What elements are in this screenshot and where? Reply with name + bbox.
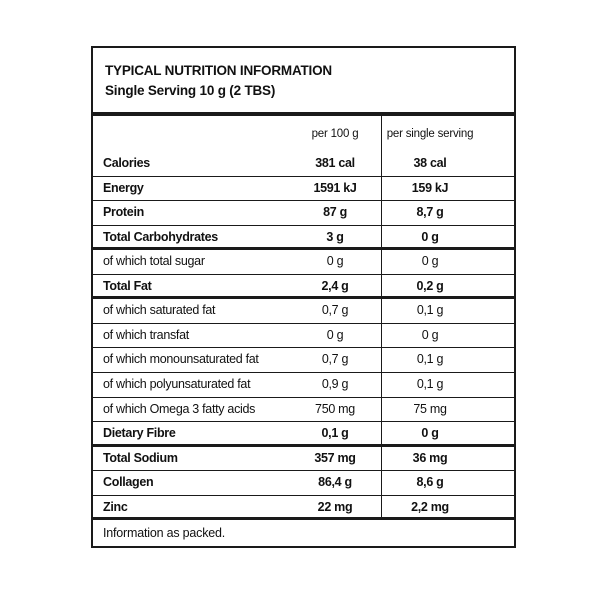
- value-per-100g: 0 g: [326, 327, 344, 342]
- value-per-serving: 38 cal: [413, 156, 447, 170]
- table-row: of which transfat 0 g 0 g: [93, 324, 514, 349]
- row-label: of which Omega 3 fatty acids: [103, 401, 256, 416]
- value-per-100g: 3 g: [326, 229, 344, 244]
- value-per-serving: 0 g: [421, 254, 439, 269]
- table-row: Dietary Fibre 0,1 g 0 g: [93, 422, 514, 447]
- panel-subtitle: Single Serving 10 g (2 TBS): [105, 83, 276, 98]
- row-label: Total Carbohydrates: [103, 229, 218, 244]
- row-label: Calories: [103, 156, 150, 170]
- table-row: Total Carbohydrates 3 g 0 g: [93, 226, 514, 251]
- value-per-serving: 8,7 g: [416, 205, 444, 220]
- value-per-100g: 0 g: [326, 254, 344, 269]
- value-per-serving: 0 g: [421, 229, 439, 244]
- value-per-100g: 22 mg: [317, 499, 353, 514]
- value-per-serving: 0 g: [421, 426, 439, 441]
- value-per-100g: 86,4 g: [318, 475, 352, 490]
- footer-note: Information as packed.: [103, 526, 226, 540]
- value-per-100g: 1591 kJ: [313, 180, 357, 195]
- value-per-100g: 87 g: [323, 205, 347, 220]
- row-label: of which monounsaturated fat: [103, 352, 259, 367]
- table-row: Total Fat 2,4 g 0,2 g: [93, 275, 514, 300]
- table-row: Energy 1591 kJ 159 kJ: [93, 177, 514, 202]
- value-per-100g: 381 cal: [315, 156, 355, 170]
- row-label: Protein: [103, 205, 144, 220]
- row-label: of which transfat: [103, 327, 189, 342]
- row-label: Total Fat: [103, 278, 152, 293]
- value-per-serving: 0,2 g: [416, 278, 444, 293]
- row-label: Dietary Fibre: [103, 426, 176, 441]
- header-divider: [93, 112, 514, 116]
- value-per-serving: 2,2 mg: [411, 499, 449, 514]
- value-per-100g: 357 mg: [314, 450, 356, 465]
- table-row: Collagen 86,4 g 8,6 g: [93, 471, 514, 496]
- table-row: Calories 381 cal 38 cal: [93, 152, 514, 177]
- table-row: of which saturated fat 0,7 g 0,1 g: [93, 299, 514, 324]
- row-label: of which saturated fat: [103, 303, 216, 318]
- table-row: of which Omega 3 fatty acids 750 mg 75 mg: [93, 398, 514, 423]
- row-label: Collagen: [103, 475, 154, 490]
- value-per-100g: 2,4 g: [321, 278, 349, 293]
- value-per-serving: 0,1 g: [416, 303, 444, 318]
- value-per-100g: 0,7 g: [321, 352, 349, 367]
- column-divider: [381, 116, 382, 520]
- nutrition-panel: TYPICAL NUTRITION INFORMATION Single Ser…: [91, 46, 516, 548]
- value-per-serving: 0 g: [421, 327, 439, 342]
- column-header-per-100g: per 100 g: [311, 128, 359, 140]
- row-label: Zinc: [103, 499, 128, 514]
- table-row: Zinc 22 mg 2,2 mg: [93, 496, 514, 521]
- row-label: of which polyunsaturated fat: [103, 376, 251, 391]
- value-per-serving: 0,1 g: [416, 352, 444, 367]
- value-per-serving: 159 kJ: [411, 180, 449, 195]
- row-label: of which total sugar: [103, 254, 205, 269]
- table-row: Total Sodium 357 mg 36 mg: [93, 447, 514, 472]
- value-per-100g: 750 mg: [315, 401, 355, 416]
- table-row: of which polyunsaturated fat 0,9 g 0,1 g: [93, 373, 514, 398]
- value-per-serving: 75 mg: [413, 401, 447, 416]
- column-header-per-serving: per single serving: [386, 128, 474, 140]
- row-label: Total Sodium: [103, 450, 178, 465]
- value-per-100g: 0,1 g: [321, 426, 349, 441]
- table-row: of which monounsaturated fat 0,7 g 0,1 g: [93, 348, 514, 373]
- value-per-100g: 0,7 g: [321, 303, 349, 318]
- value-per-serving: 8,6 g: [416, 475, 444, 490]
- table-row: of which total sugar 0 g 0 g: [93, 250, 514, 275]
- row-label: Energy: [103, 180, 144, 195]
- table-row: Protein 87 g 8,7 g: [93, 201, 514, 226]
- value-per-serving: 0,1 g: [416, 376, 444, 391]
- value-per-100g: 0,9 g: [321, 376, 349, 391]
- panel-title: TYPICAL NUTRITION INFORMATION: [105, 63, 332, 78]
- value-per-serving: 36 mg: [412, 450, 448, 465]
